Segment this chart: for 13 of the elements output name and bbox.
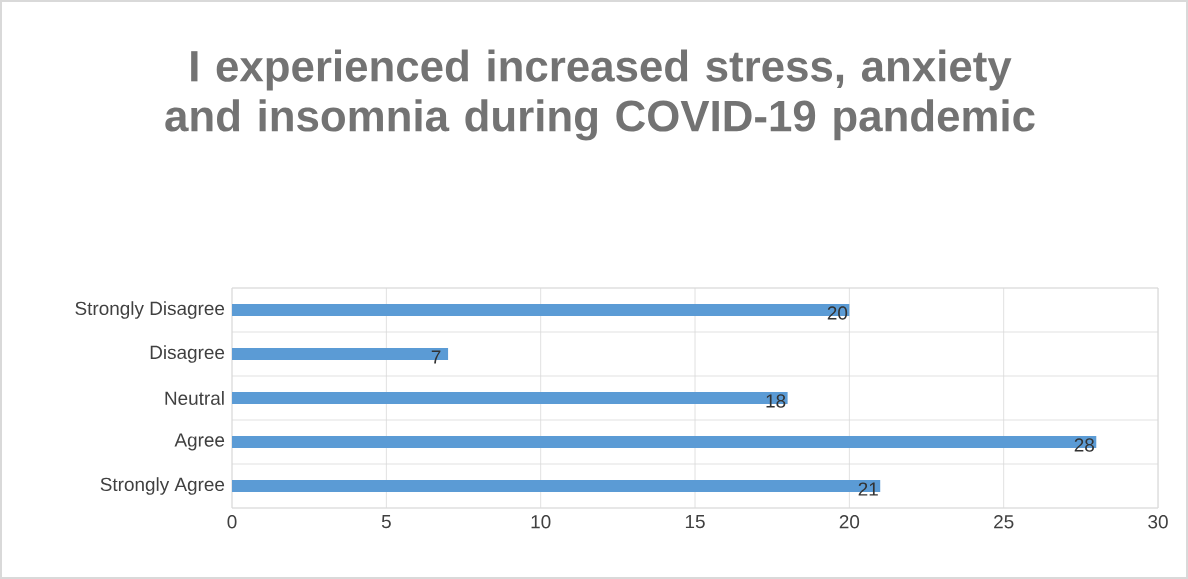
- y-tick-label: Disagree: [150, 345, 225, 363]
- x-tick-label: 30: [1148, 515, 1168, 529]
- y-tick-label: Neutral: [165, 391, 224, 405]
- y-tick-label: Agree: [174, 433, 225, 451]
- x-tick-label: 10: [531, 515, 551, 529]
- x-tick-label: 25: [994, 515, 1014, 529]
- x-tick-label: 5: [381, 515, 391, 529]
- chart-title: I experienced increased stress, anxiety and insomnia during COVID-19 pandemic: [165, 49, 1035, 141]
- x-tick-label: 15: [685, 515, 705, 529]
- y-tick-label: Strongly Disagree: [75, 301, 225, 319]
- x-tick-label: 0: [227, 515, 237, 529]
- y-tick-label: Strongly Agree: [100, 477, 225, 495]
- x-tick-label: 20: [839, 515, 860, 529]
